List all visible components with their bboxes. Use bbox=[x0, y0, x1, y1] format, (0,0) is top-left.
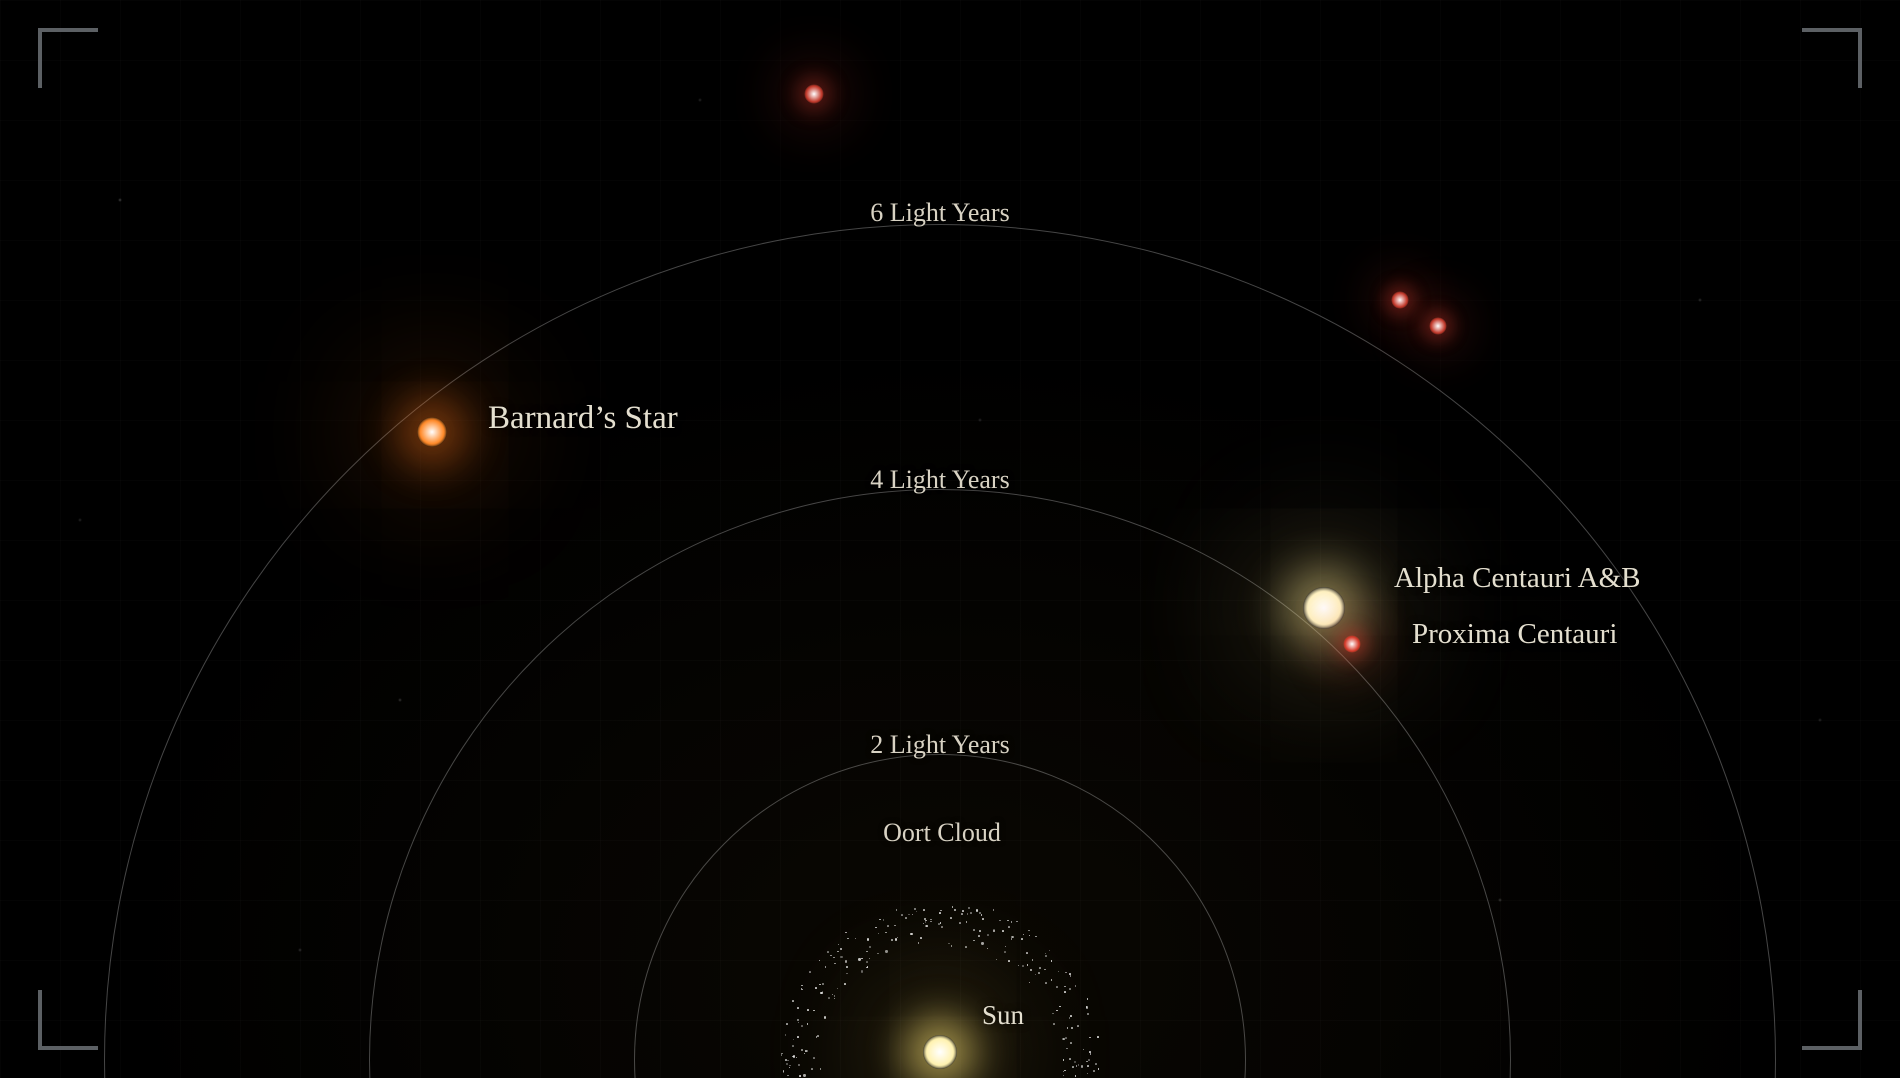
distance-label-4ly: 4 Light Years bbox=[870, 465, 1009, 495]
distance-ring-6ly bbox=[104, 224, 1776, 1078]
oort-cloud-label: Oort Cloud bbox=[883, 818, 1001, 848]
star-label-sun: Sun bbox=[982, 1000, 1024, 1031]
star-distant-red-top bbox=[804, 84, 824, 104]
frame-corner-bottom-right bbox=[1802, 990, 1862, 1050]
background-grid bbox=[0, 0, 1900, 1078]
star-label-proxima-centauri: Proxima Centauri bbox=[1412, 618, 1617, 651]
distance-ring-2ly bbox=[634, 754, 1246, 1078]
star-sun bbox=[923, 1035, 957, 1069]
star-map: 2 Light Years 4 Light Years 6 Light Year… bbox=[0, 0, 1900, 1078]
star-label-alpha-centauri: Alpha Centauri A&B bbox=[1394, 562, 1640, 595]
frame-corner-top-left bbox=[38, 28, 98, 88]
star-label-barnards-star: Barnard’s Star bbox=[488, 400, 678, 437]
frame-corner-bottom-left bbox=[38, 990, 98, 1050]
star-barnards-star bbox=[417, 417, 447, 447]
background-stardust bbox=[0, 0, 1900, 1078]
star-distant-red-pair-b bbox=[1429, 317, 1447, 335]
distance-label-2ly: 2 Light Years bbox=[870, 730, 1009, 760]
distance-ring-4ly bbox=[369, 489, 1511, 1078]
star-distant-red-pair-a bbox=[1391, 291, 1409, 309]
frame-corner-top-right bbox=[1802, 28, 1862, 88]
star-proxima-centauri bbox=[1343, 635, 1361, 653]
distance-label-6ly: 6 Light Years bbox=[870, 198, 1009, 228]
star-alpha-centauri bbox=[1303, 587, 1345, 629]
